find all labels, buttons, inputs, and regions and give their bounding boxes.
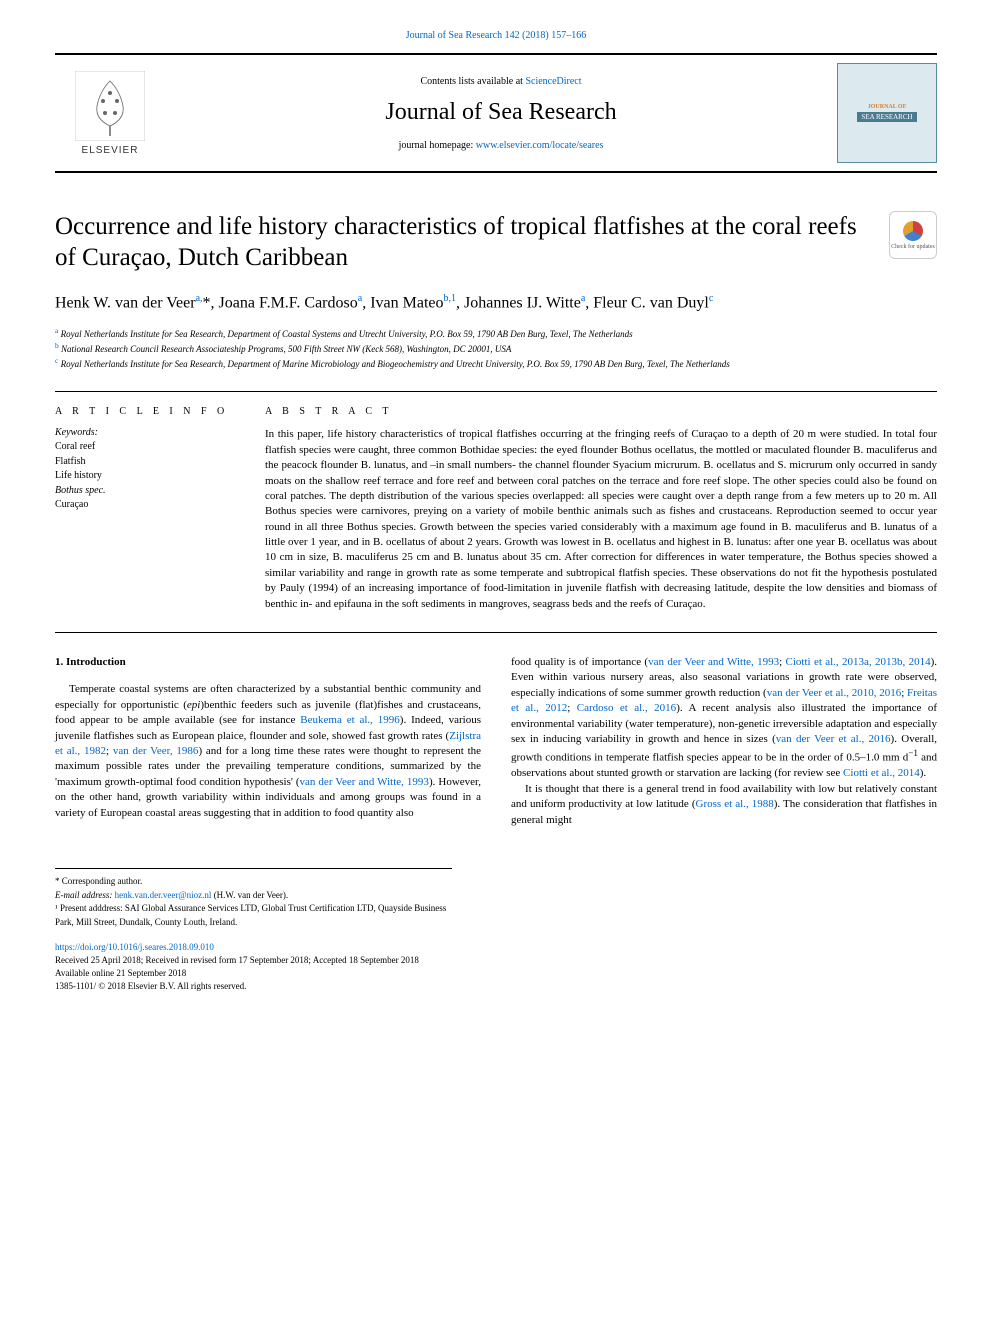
divider-top [55,391,937,392]
homepage-prefix: journal homepage: [399,140,476,151]
corresponding-author: * Corresponding author. [55,875,452,889]
cover-title: JOURNAL OF [868,104,907,110]
received-line: Received 25 April 2018; Received in revi… [55,954,937,967]
homepage-link[interactable]: www.elsevier.com/locate/seares [476,140,604,151]
check-updates-icon [903,221,923,241]
affiliation-b: b National Research Council Research Ass… [55,341,937,356]
running-header: Journal of Sea Research 142 (2018) 157–1… [55,30,937,41]
keywords-list: Coral reef Flatfish Life history Bothus … [55,440,235,513]
keyword-item: Coral reef [55,440,235,455]
keywords-heading: Keywords: [55,427,235,438]
footnotes: * Corresponding author. E-mail address: … [55,868,452,929]
available-line: Available online 21 September 2018 [55,967,937,980]
intro-paragraph-left: Temperate coastal systems are often char… [55,682,481,821]
intro-heading: 1. Introduction [55,655,481,670]
masthead-center: Contents lists available at ScienceDirec… [165,76,837,151]
check-updates-badge[interactable]: Check for updates [889,211,937,259]
body-column-left: 1. Introduction Temperate coastal system… [55,655,481,828]
contents-prefix: Contents lists available at [420,76,525,87]
publisher-name: ELSEVIER [82,145,139,156]
sciencedirect-link[interactable]: ScienceDirect [525,76,581,87]
email-line: E-mail address: henk.van.der.veer@nioz.n… [55,889,452,903]
elsevier-tree-icon [75,71,145,141]
affiliation-c: c Royal Netherlands Institute for Sea Re… [55,356,937,371]
present-address: ¹ Present adddress: SAI Global Assurance… [55,902,452,929]
citation-link[interactable]: Journal of Sea Research 142 (2018) 157–1… [406,30,587,41]
journal-title: Journal of Sea Research [165,99,837,126]
journal-masthead: ELSEVIER Contents lists available at Sci… [55,53,937,173]
abstract-text: In this paper, life history characterist… [265,427,937,612]
publisher-logo-area: ELSEVIER [55,71,165,156]
journal-cover-thumb: JOURNAL OF SEA RESEARCH [837,63,937,163]
homepage-line: journal homepage: www.elsevier.com/locat… [165,140,837,151]
footer-meta: https://doi.org/10.1016/j.seares.2018.09… [55,941,937,993]
cover-subtitle: SEA RESEARCH [857,112,916,122]
keyword-item: Life history [55,469,235,484]
email-link[interactable]: henk.van.der.veer@nioz.nl [115,890,212,900]
article-info-label: A R T I C L E I N F O [55,406,235,417]
affiliation-a: a Royal Netherlands Institute for Sea Re… [55,326,937,341]
authors-line: Henk W. van der Veera,*, Joana F.M.F. Ca… [55,292,937,315]
keyword-item: Bothus spec. [55,484,235,499]
intro-paragraph-right-1: food quality is of importance (van der V… [511,655,937,782]
contents-line: Contents lists available at ScienceDirec… [165,76,837,87]
email-label: E-mail address: [55,890,115,900]
copyright-line: 1385-1101/ © 2018 Elsevier B.V. All righ… [55,980,937,993]
check-updates-label: Check for updates [891,244,935,250]
divider-bottom [55,632,937,633]
keyword-item: Flatfish [55,455,235,470]
affiliations: a Royal Netherlands Institute for Sea Re… [55,326,937,371]
doi-link[interactable]: https://doi.org/10.1016/j.seares.2018.09… [55,942,214,952]
email-person: (H.W. van der Veer). [211,890,288,900]
keyword-item: Curaçao [55,498,235,513]
body-column-right: food quality is of importance (van der V… [511,655,937,828]
article-title: Occurrence and life history characterist… [55,211,889,274]
intro-paragraph-right-2: It is thought that there is a general tr… [511,782,937,828]
abstract-label: A B S T R A C T [265,406,937,417]
